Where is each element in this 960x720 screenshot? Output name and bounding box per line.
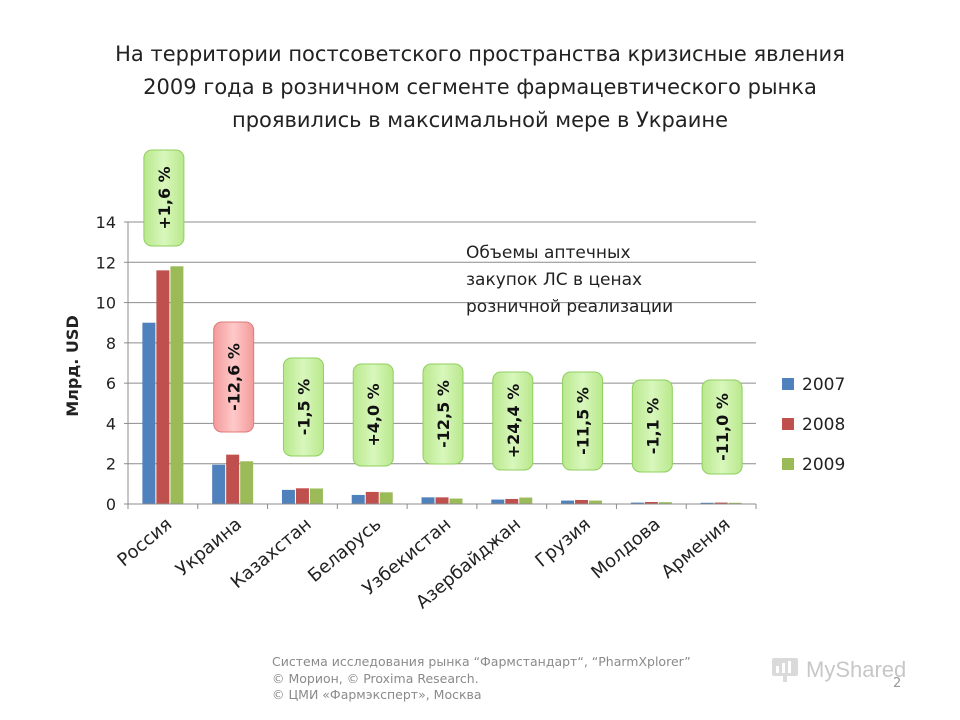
change-badge [352,363,394,467]
bar [505,498,519,504]
bar [575,499,589,504]
bar [295,488,309,504]
y-axis-label: Млрд. USD [63,315,82,416]
legend-label: 2007 [802,375,845,395]
y-tick-label: 12 [96,253,116,272]
change-badge-label: -11,0 % [713,393,732,461]
y-tick-label: 0 [106,495,116,514]
change-badge [213,321,255,433]
bar [658,502,672,504]
change-badge-label: -12,6 % [225,343,244,411]
bar [379,492,393,504]
change-badge-label: +1,6 % [155,166,174,229]
slide-title: На территории постсоветского пространств… [40,38,920,137]
bar [644,501,658,504]
title-line: проявились в максимальной мере в Украине [231,108,728,132]
change-badge [492,371,534,471]
change-badge [631,379,673,473]
bar [435,497,449,504]
watermark-text: MyShared [806,657,907,682]
bar [142,322,156,504]
bar [519,497,533,504]
bar [240,461,254,504]
annotation-line: Объемы аптечных [466,243,631,263]
legend-label: 2009 [802,455,845,475]
change-badge-label: -12,5 % [434,380,453,448]
y-tick-label: 10 [96,294,116,313]
source-footer: Система исследования рынка “Фармстандарт… [272,654,691,704]
bar [700,502,714,504]
bar [226,454,240,504]
bar [630,502,644,504]
annotation-line: розничной реализации [466,297,674,317]
x-tick-label: Армения [657,514,734,583]
y-tick-label: 6 [106,374,116,393]
y-tick-label: 4 [106,414,116,433]
change-badge-label: -1,1 % [643,398,662,455]
y-tick-label: 2 [106,455,116,474]
change-badge [422,363,464,465]
change-badge [562,371,604,471]
x-tick-label: Молдова [587,514,664,584]
title-line: 2009 года в розничном сегменте фармацевт… [143,75,817,99]
change-badge-label: -11,5 % [574,387,593,455]
legend-swatch [782,378,794,390]
bar [714,502,728,504]
change-badge [143,149,185,247]
bar [491,499,505,504]
legend-label: 2008 [802,415,845,435]
footer-line: © Морион, © Proxima Research. [272,670,479,686]
bar [309,488,323,504]
x-tick-label: Грузия [531,514,594,572]
legend: 2007 2008 2009 [782,375,845,475]
bars [142,266,742,504]
footer-line: Система исследования рынка “Фармстандарт… [272,654,691,669]
bar [212,464,226,504]
x-tick-label: Россия [113,514,176,571]
bar [449,498,463,504]
bar [351,494,365,504]
y-tick-label: 8 [106,334,116,353]
change-badge-label: +4,0 % [364,383,383,446]
watermark-logo: MyShared [770,656,906,684]
bar [421,497,435,504]
legend-swatch [782,418,794,430]
legend-swatch [782,458,794,470]
change-badge [701,379,743,475]
title-line: На территории постсоветского пространств… [115,42,845,66]
presentation-icon [772,658,798,682]
bar [365,491,379,504]
bar [281,489,295,504]
change-badge-label: +24,4 % [504,384,523,458]
bar [156,270,170,504]
bar [589,500,603,504]
change-badge-label: -1,5 % [294,379,313,436]
bar [728,502,742,504]
footer-line: © ЦМИ «Фармэксперт», Москва [272,687,482,702]
y-tick-label: 14 [96,213,116,232]
annotation-line: закупок ЛС в ценах [466,270,643,290]
change-badges: +1,6 % -12,6 % -1,5 % +4,0 % -12,5 % +24,4 % -… [143,149,743,475]
bar [170,266,184,504]
chart-annotation: Объемы аптечных закупок ЛС в ценах розни… [466,240,736,321]
bar [561,500,575,504]
change-badge [282,357,324,457]
page-number: 2 [893,676,902,691]
